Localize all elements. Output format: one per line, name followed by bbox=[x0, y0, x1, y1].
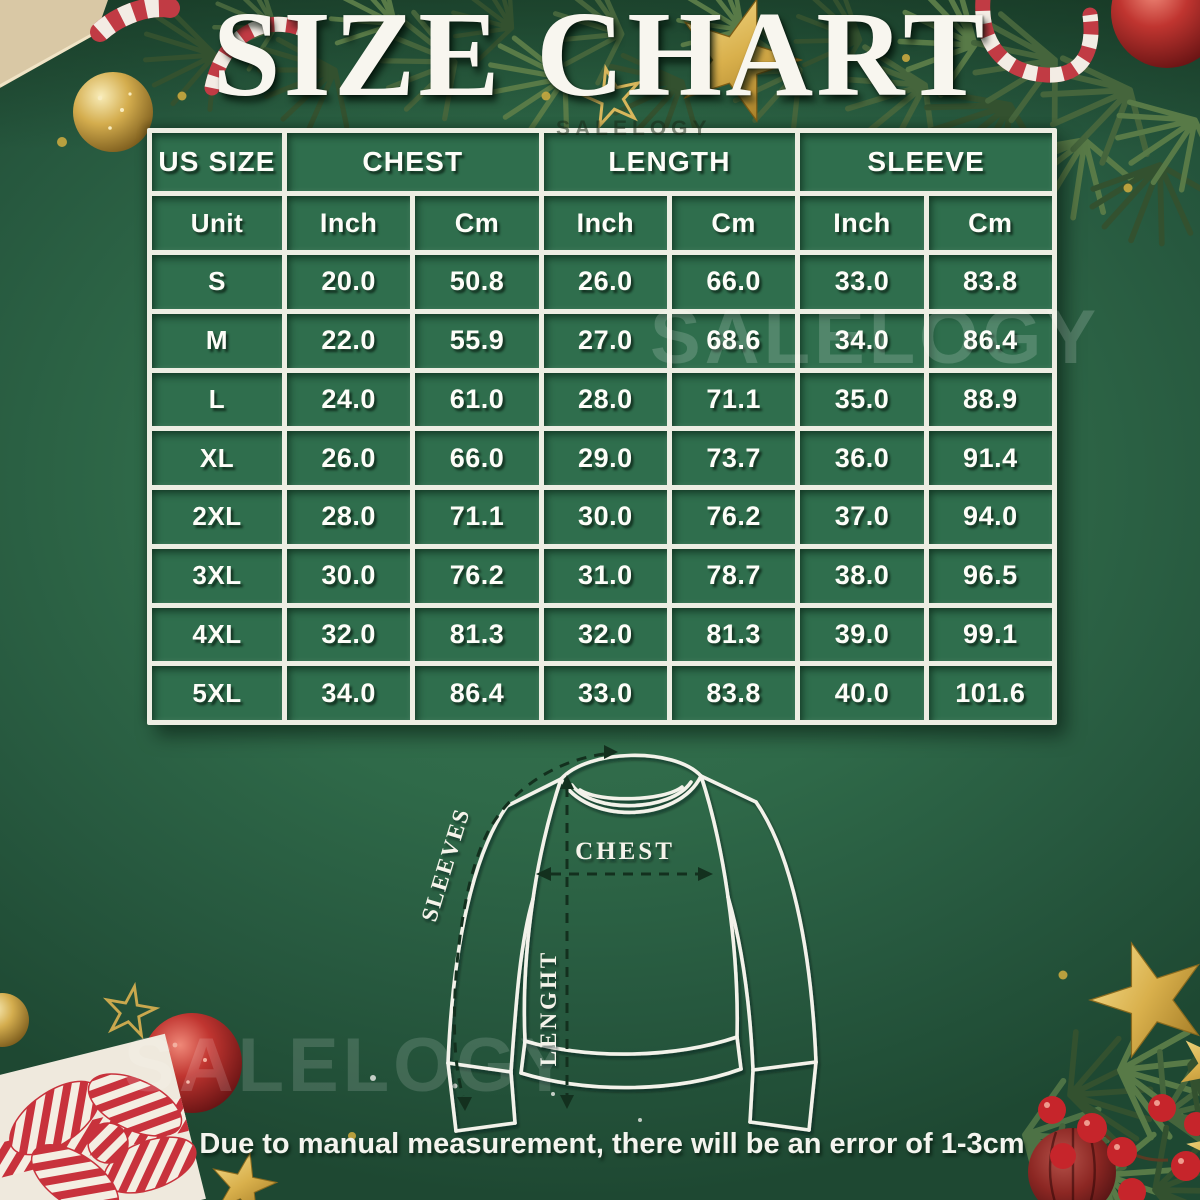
sleeve-inch-header: Inch bbox=[800, 196, 924, 250]
value-cell: 73.7 bbox=[672, 431, 796, 485]
value-cell: 50.8 bbox=[415, 255, 539, 309]
length-cm-header: Cm bbox=[672, 196, 796, 250]
value-cell: 26.0 bbox=[543, 255, 667, 309]
value-cell: 40.0 bbox=[800, 666, 924, 720]
gold-star-bottom-right bbox=[1077, 925, 1200, 1063]
value-cell: 76.2 bbox=[672, 490, 796, 544]
gold-star-right-edge-2 bbox=[1182, 1113, 1200, 1177]
value-cell: 88.9 bbox=[928, 372, 1052, 427]
length-label: LENGHT bbox=[536, 950, 561, 1066]
value-cell: 91.4 bbox=[928, 431, 1052, 485]
value-cell: 26.0 bbox=[287, 431, 411, 485]
value-cell: 36.0 bbox=[800, 431, 924, 485]
unit-header: Unit bbox=[152, 196, 282, 250]
holly-berries bbox=[1038, 1094, 1200, 1200]
value-cell: 99.1 bbox=[928, 607, 1052, 662]
value-cell: 20.0 bbox=[287, 255, 411, 309]
value-cell: 37.0 bbox=[800, 490, 924, 544]
measurement-arrows bbox=[452, 752, 699, 1097]
size-label: 5XL bbox=[152, 666, 282, 720]
value-cell: 66.0 bbox=[672, 255, 796, 309]
column-header-sleeve: SLEEVE bbox=[800, 133, 1052, 191]
measurement-note: Due to manual measurement, there will be… bbox=[199, 1128, 1025, 1160]
value-cell: 30.0 bbox=[543, 490, 667, 544]
pine-branch-bottom-right bbox=[1008, 1008, 1200, 1200]
value-cell: 31.0 bbox=[543, 548, 667, 603]
sleeve-cm-header: Cm bbox=[928, 196, 1052, 250]
column-header-length: LENGTH bbox=[543, 133, 796, 191]
value-cell: 34.0 bbox=[800, 313, 924, 368]
value-cell: 32.0 bbox=[287, 607, 411, 662]
gift-bow bbox=[9, 1073, 197, 1200]
value-cell: 28.0 bbox=[287, 490, 411, 544]
value-cell: 30.0 bbox=[287, 548, 411, 603]
length-inch-header: Inch bbox=[543, 196, 667, 250]
gold-star-right-edge bbox=[1168, 1017, 1200, 1106]
column-header-chest: CHEST bbox=[287, 133, 539, 191]
column-header-us-size: US SIZE bbox=[152, 133, 282, 191]
value-cell: 55.9 bbox=[415, 313, 539, 368]
value-cell: 34.0 bbox=[287, 666, 411, 720]
value-cell: 27.0 bbox=[543, 313, 667, 368]
value-cell: 68.6 bbox=[672, 313, 796, 368]
value-cell: 38.0 bbox=[800, 548, 924, 603]
value-cell: 22.0 bbox=[287, 313, 411, 368]
value-cell: 28.0 bbox=[543, 372, 667, 427]
chest-inch-header: Inch bbox=[287, 196, 411, 250]
value-cell: 81.3 bbox=[415, 607, 539, 662]
value-cell: 86.4 bbox=[928, 313, 1052, 368]
value-cell: 35.0 bbox=[800, 372, 924, 427]
value-cell: 83.8 bbox=[928, 255, 1052, 309]
size-table: US SIZE CHEST LENGTH SLEEVE Unit Inch Cm… bbox=[147, 128, 1057, 725]
value-cell: 29.0 bbox=[543, 431, 667, 485]
value-cell: 96.5 bbox=[928, 548, 1052, 603]
value-cell: 24.0 bbox=[287, 372, 411, 427]
chest-cm-header: Cm bbox=[415, 196, 539, 250]
value-cell: 61.0 bbox=[415, 372, 539, 427]
arrowheads bbox=[457, 745, 713, 1111]
value-cell: 33.0 bbox=[800, 255, 924, 309]
value-cell: 32.0 bbox=[543, 607, 667, 662]
value-cell: 71.1 bbox=[415, 490, 539, 544]
value-cell: 66.0 bbox=[415, 431, 539, 485]
value-cell: 94.0 bbox=[928, 490, 1052, 544]
value-cell: 86.4 bbox=[415, 666, 539, 720]
gold-star-outline-bottom-left bbox=[102, 982, 159, 1037]
size-label: 3XL bbox=[152, 548, 282, 603]
gold-ornament-ball-left-edge bbox=[0, 993, 29, 1047]
gift-box-bottom-left bbox=[0, 1033, 206, 1200]
page-title: SIZE CHART bbox=[212, 0, 988, 122]
size-label: L bbox=[152, 372, 282, 427]
size-label: M bbox=[152, 313, 282, 368]
size-label: XL bbox=[152, 431, 282, 485]
value-cell: 39.0 bbox=[800, 607, 924, 662]
value-cell: 101.6 bbox=[928, 666, 1052, 720]
dark-red-ornament-bottom-right bbox=[1028, 1127, 1116, 1200]
value-cell: 78.7 bbox=[672, 548, 796, 603]
size-label: 4XL bbox=[152, 607, 282, 662]
value-cell: 33.0 bbox=[543, 666, 667, 720]
sweater-outline bbox=[446, 753, 818, 1133]
value-cell: 83.8 bbox=[672, 666, 796, 720]
size-label: S bbox=[152, 255, 282, 309]
value-cell: 71.1 bbox=[672, 372, 796, 427]
sweater-diagram: CHEST LENGHT SLEEVES bbox=[420, 745, 818, 1133]
chest-label: CHEST bbox=[575, 838, 675, 865]
value-cell: 81.3 bbox=[672, 607, 796, 662]
size-label: 2XL bbox=[152, 490, 282, 544]
red-ornament-ball-bottom-left bbox=[142, 1013, 242, 1113]
value-cell: 76.2 bbox=[415, 548, 539, 603]
